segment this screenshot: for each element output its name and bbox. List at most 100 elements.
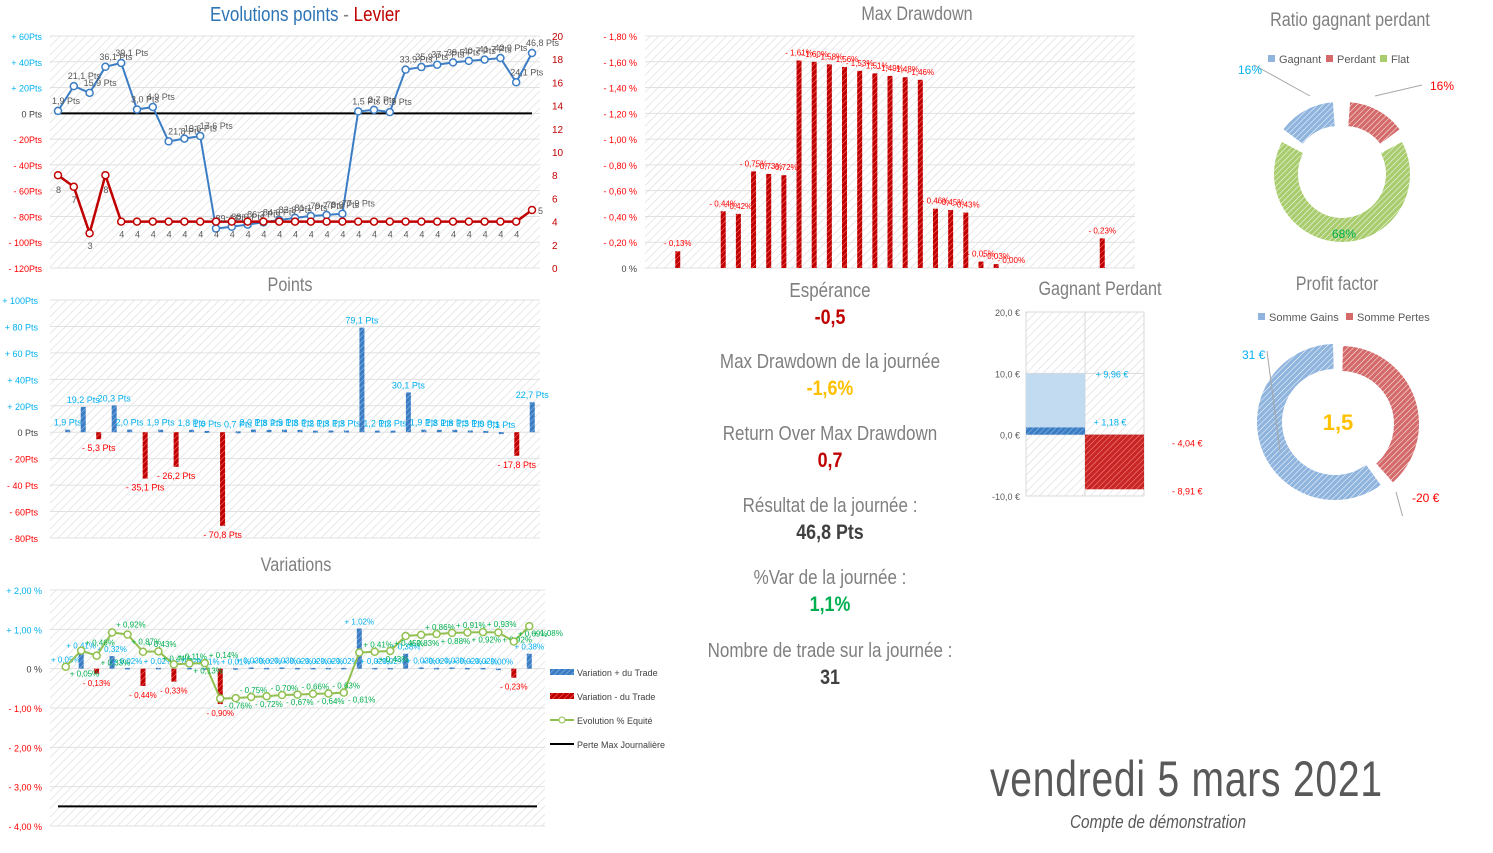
- points-marker: [69, 81, 79, 91]
- ratio-slice: [1283, 102, 1335, 144]
- levier-data-label: 8: [56, 185, 61, 195]
- equity-marker: [324, 689, 333, 698]
- points-bar-label: 1,9 Pts: [54, 418, 83, 428]
- equity-label: - 0,70%: [271, 684, 299, 693]
- variation-bar: [526, 653, 532, 669]
- y2-tick-label: 6: [552, 194, 558, 205]
- points-bar-label: 1,9 Pts: [147, 418, 176, 428]
- y-tick-label: - 1,80 %: [603, 32, 637, 42]
- y-tick-label: - 20Pts: [9, 455, 38, 465]
- variation-bar: [233, 668, 239, 670]
- variation-bar: [449, 667, 455, 669]
- points-bar-label: 79,1 Pts: [345, 316, 379, 326]
- variation-bar-label: + 0,02%: [314, 657, 344, 666]
- equity-marker: [478, 627, 488, 637]
- equity-label: - 0,64%: [317, 697, 345, 706]
- equity-marker: [169, 660, 179, 669]
- equity-label: + 1,08%: [533, 629, 563, 638]
- y-tick-label: - 1,00 %: [603, 135, 637, 145]
- levier-marker: [306, 217, 316, 226]
- ratio-label-gagnant: 16%: [1238, 63, 1262, 77]
- equity-marker: [246, 692, 256, 702]
- points-bar: [436, 429, 442, 433]
- y-tick-label: + 60Pts: [11, 32, 42, 42]
- variation-bar-label: - 0,44%: [129, 691, 157, 700]
- points-bar: [452, 429, 458, 433]
- points-bar-label: 2,0 Pts: [240, 418, 269, 428]
- drawdown-bar-label: - 1,46%: [907, 68, 935, 77]
- y2-tick-label: 8: [552, 171, 558, 182]
- levier-data-label: 4: [277, 230, 282, 240]
- drawdown-bar: [887, 75, 893, 268]
- points-bar: [483, 430, 489, 433]
- loss-max-bar: [1085, 434, 1144, 490]
- drawdown-bar: [963, 212, 969, 268]
- equity-label: + 0,33%: [101, 659, 131, 668]
- y-tick-label: 10,0 €: [995, 369, 1020, 379]
- points-bar-label: 1,2 Pts: [301, 419, 330, 429]
- y2-tick-label: 10: [552, 148, 564, 159]
- levier-marker: [417, 217, 426, 226]
- points-bar-label: - 70,8 Pts: [203, 530, 242, 540]
- levier-data-label: 4: [151, 230, 156, 240]
- levier-marker: [148, 217, 158, 226]
- drawdown-bar-label: - 0,23%: [1088, 226, 1116, 235]
- legend-label: Variation + du Trade: [577, 668, 658, 678]
- levier-data-label: 4: [451, 230, 456, 240]
- variation-bar-label: - 0,13%: [83, 679, 111, 688]
- loss-max-label: - 8,91 €: [1172, 486, 1203, 496]
- gagnant-perdant-chart: 20,0 € 10,0 € 0,0 € -10,0 € + 9,96 € + 1,18 €…: [992, 308, 1203, 502]
- equity-marker: [154, 647, 163, 656]
- variation-bar: [387, 667, 393, 670]
- equity-label: + 0,87%: [132, 637, 162, 646]
- points-bar: [142, 432, 148, 479]
- points-data-label: 37,7 Pts: [431, 50, 465, 60]
- profit-factor-chart: Somme Gains Somme Pertes 31 € -20 € 1,5: [1242, 312, 1440, 516]
- points-marker: [401, 65, 410, 74]
- legend-swatch: [1380, 55, 1387, 62]
- kpi-resultat-label: Résultat de la journée :: [742, 495, 918, 517]
- points-bar-label: 20,3 Pts: [98, 393, 132, 403]
- points-marker: [148, 102, 158, 112]
- evolution-title-levier: Levier: [353, 4, 400, 26]
- levier-marker: [227, 217, 237, 226]
- points-bar: [421, 429, 427, 433]
- variation-bar: [109, 656, 115, 669]
- y-tick-label: - 120Pts: [8, 264, 42, 274]
- points-bar: [390, 430, 396, 433]
- points-marker: [496, 53, 505, 63]
- points-bar: [158, 429, 164, 433]
- equity-marker: [432, 629, 441, 639]
- plot-area: [50, 36, 540, 268]
- points-marker: [480, 55, 489, 64]
- points-data-label: 2,7 Pts: [368, 95, 397, 105]
- drawdown-bar: [948, 210, 954, 268]
- y-tick-label: - 60Pts: [13, 187, 42, 197]
- drawdown-bar: [735, 213, 741, 268]
- equity-marker: [463, 628, 472, 637]
- y-tick-label: + 20Pts: [7, 402, 38, 412]
- levier-data-label: 4: [435, 230, 440, 240]
- points-bar: [529, 402, 535, 433]
- points-bar-label: 1,2 Pts: [363, 419, 392, 429]
- legend-label: Gagnant: [1279, 54, 1321, 66]
- ratio-label-flat: 68%: [1332, 227, 1356, 241]
- points-bar-label: 19,2 Pts: [67, 395, 101, 405]
- points-bar-label: - 17,8 Pts: [498, 460, 537, 470]
- y-tick-label: - 1,60 %: [603, 58, 637, 68]
- evolution-title-sep: -: [338, 4, 354, 26]
- y-tick-label: 0 %: [26, 665, 42, 675]
- legend-label: Perte Max Journalière: [577, 740, 665, 750]
- drawdown-bar-label: - 1,61%: [785, 48, 813, 57]
- legend-swatch: [1326, 55, 1333, 62]
- y2-tick-label: 12: [552, 125, 564, 136]
- leader-line: [1266, 350, 1281, 452]
- levier-marker: [132, 217, 142, 226]
- gain-max-label: + 9,96 €: [1096, 370, 1129, 380]
- pf-title: Profit factor: [1295, 274, 1379, 295]
- y-tick-label: + 60 Pts: [5, 349, 39, 359]
- variation-bar-label: + 0,02%: [360, 657, 390, 666]
- drawdown-bar-label: - 0,72%: [770, 163, 798, 172]
- equity-marker: [123, 630, 132, 639]
- points-bar: [498, 432, 504, 435]
